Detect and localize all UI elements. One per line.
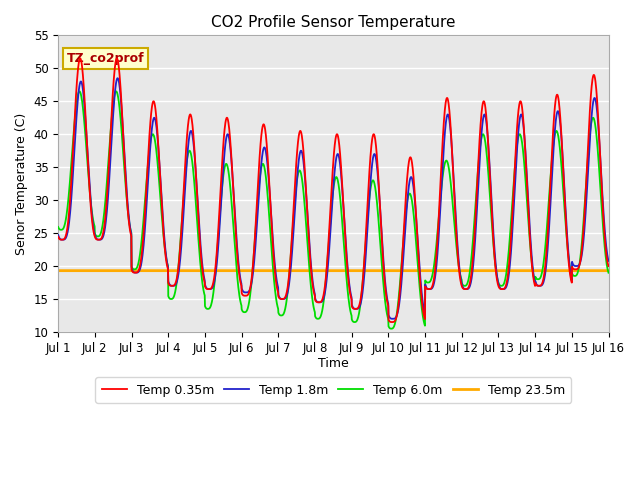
Temp 1.8m [349,305,357,311]
X-axis label: Time: Time [318,358,349,371]
Temp 23.5m [605,268,612,274]
Y-axis label: Senor Temperature (C): Senor Temperature (C) [15,112,28,255]
Temp 1.8m [605,258,612,264]
Temp 0.35m [388,319,396,325]
Temp 0.35m [113,56,120,61]
Temp 1.8m [557,121,564,127]
Temp 0.35m [208,284,216,290]
Temp 23.5m [349,268,357,274]
Temp 0.35m [349,306,357,312]
Temp 23.5m [54,268,62,274]
Temp 23.5m [572,268,579,274]
Temp 6.0m [557,150,564,156]
Temp 1.8m [572,263,579,269]
Temp 6.0m [112,88,120,94]
Temp 6.0m [387,326,395,332]
Temp 6.0m [605,270,612,276]
Title: CO2 Profile Sensor Temperature: CO2 Profile Sensor Temperature [211,15,456,30]
Temp 1.8m [114,75,122,81]
Legend: Temp 0.35m, Temp 1.8m, Temp 6.0m, Temp 23.5m: Temp 0.35m, Temp 1.8m, Temp 6.0m, Temp 2… [95,377,572,403]
Temp 23.5m [208,268,216,274]
Temp 23.5m [556,268,564,274]
Line: Temp 1.8m: Temp 1.8m [58,78,609,319]
Temp 1.8m [494,277,502,283]
Text: TZ_co2prof: TZ_co2prof [67,52,144,65]
Temp 6.0m [494,277,502,283]
Temp 1.8m [208,286,216,291]
Temp 0.35m [572,266,579,272]
Temp 23.5m [361,268,369,274]
Line: Temp 0.35m: Temp 0.35m [58,59,609,322]
Temp 0.35m [605,263,612,269]
Temp 1.8m [362,259,369,265]
Line: Temp 6.0m: Temp 6.0m [58,91,609,329]
Temp 6.0m [362,245,369,251]
Temp 23.5m [493,268,501,274]
Temp 0.35m [557,115,564,121]
Temp 6.0m [208,299,216,305]
Temp 1.8m [54,232,62,238]
Temp 1.8m [389,316,397,322]
Temp 0.35m [494,280,502,286]
Temp 6.0m [349,319,357,324]
Temp 6.0m [54,224,62,230]
Temp 0.35m [54,234,62,240]
Temp 0.35m [362,241,369,247]
Temp 6.0m [572,273,579,279]
